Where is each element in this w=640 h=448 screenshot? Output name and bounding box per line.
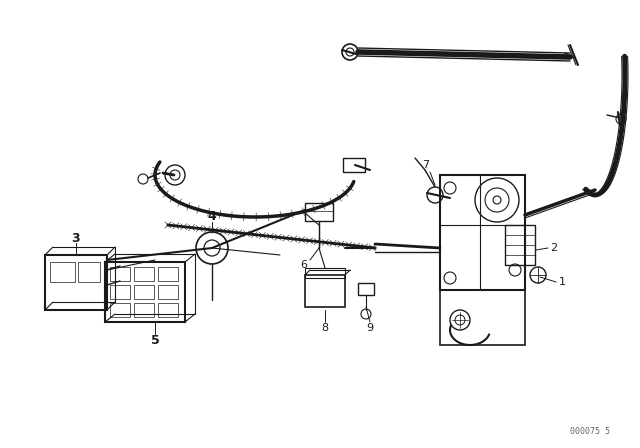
Text: 9: 9 xyxy=(367,323,374,333)
Text: 1: 1 xyxy=(559,277,566,287)
Text: 2: 2 xyxy=(550,243,557,253)
Text: 5: 5 xyxy=(150,333,159,346)
Text: 4: 4 xyxy=(207,211,216,224)
Bar xyxy=(358,283,374,295)
Bar xyxy=(158,303,178,317)
Bar xyxy=(440,175,525,290)
Bar xyxy=(105,262,185,322)
Bar xyxy=(158,267,178,281)
Bar xyxy=(305,275,345,307)
Text: 8: 8 xyxy=(321,323,328,333)
Bar xyxy=(305,203,333,221)
Bar xyxy=(134,267,154,281)
Bar xyxy=(505,225,535,265)
Bar xyxy=(134,285,154,299)
Text: 7: 7 xyxy=(422,160,429,170)
Text: 000075 5: 000075 5 xyxy=(570,427,610,436)
Bar xyxy=(110,303,130,317)
Bar xyxy=(158,285,178,299)
Text: 3: 3 xyxy=(72,232,80,245)
Bar xyxy=(134,303,154,317)
Bar xyxy=(50,262,75,282)
Bar xyxy=(110,267,130,281)
Bar xyxy=(343,158,365,172)
Bar xyxy=(45,255,107,310)
Bar xyxy=(440,290,525,345)
Bar xyxy=(110,285,130,299)
Text: 6: 6 xyxy=(301,260,307,270)
Bar xyxy=(305,268,345,278)
Bar xyxy=(78,262,100,282)
